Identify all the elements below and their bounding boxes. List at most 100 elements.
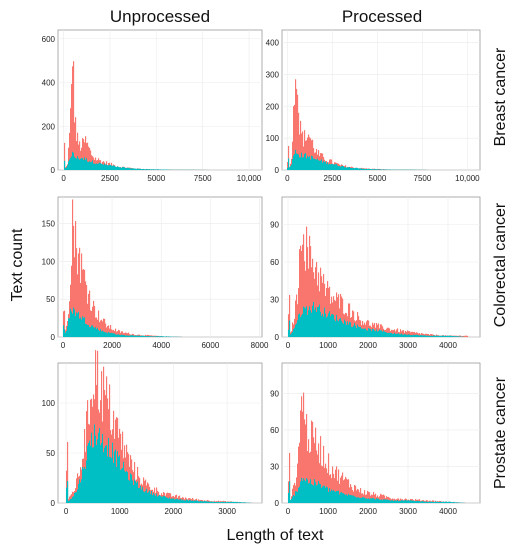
bar-teal bbox=[81, 479, 83, 503]
bar-teal bbox=[334, 491, 336, 503]
bar-teal bbox=[169, 497, 171, 503]
bar-teal bbox=[78, 484, 80, 503]
bar-red bbox=[71, 84, 73, 170]
bar-teal bbox=[340, 166, 342, 170]
bar-teal bbox=[162, 496, 164, 503]
bar-teal bbox=[141, 169, 143, 170]
bar-teal bbox=[290, 166, 292, 170]
bar-red bbox=[148, 335, 150, 337]
bar-teal bbox=[340, 317, 342, 337]
bar-teal bbox=[223, 501, 225, 503]
bar-red bbox=[120, 332, 122, 337]
bar-teal bbox=[415, 501, 417, 503]
bar-teal bbox=[72, 151, 74, 170]
bar-red bbox=[293, 106, 295, 170]
bar-red bbox=[74, 257, 76, 337]
bar-red bbox=[292, 322, 294, 337]
bar-teal bbox=[317, 158, 319, 170]
bar-teal bbox=[407, 500, 409, 503]
bar-teal bbox=[388, 499, 390, 503]
bar-teal bbox=[289, 320, 291, 337]
bar-red bbox=[374, 494, 376, 503]
bar-teal bbox=[307, 314, 309, 337]
bar-teal bbox=[167, 497, 169, 503]
bar-teal bbox=[421, 501, 423, 503]
bar-teal bbox=[408, 334, 410, 337]
bar-teal bbox=[354, 323, 356, 337]
bar-red bbox=[289, 452, 291, 503]
bar-teal bbox=[330, 491, 332, 503]
bar-red bbox=[100, 320, 102, 337]
bar-red bbox=[63, 311, 65, 337]
bar-teal bbox=[301, 477, 303, 503]
bar-teal bbox=[347, 321, 349, 337]
panel-background bbox=[57, 29, 263, 171]
bar-teal bbox=[187, 499, 189, 503]
bar-teal bbox=[385, 499, 387, 503]
bar-teal bbox=[298, 314, 300, 337]
bar-teal bbox=[380, 330, 382, 337]
bar-teal bbox=[378, 498, 380, 503]
bar-teal bbox=[315, 307, 317, 337]
bar-red bbox=[321, 465, 323, 503]
bar-teal bbox=[348, 324, 350, 337]
bar-teal bbox=[77, 313, 79, 337]
bar-teal bbox=[423, 335, 425, 337]
bar-teal bbox=[339, 166, 341, 170]
bar-red bbox=[409, 331, 411, 337]
bar-red bbox=[72, 66, 74, 170]
bar-teal bbox=[183, 500, 185, 503]
bar-red bbox=[310, 138, 312, 170]
bar-teal bbox=[135, 168, 137, 170]
bar-teal bbox=[158, 336, 160, 337]
bar-teal bbox=[441, 501, 443, 503]
bar-teal bbox=[328, 164, 330, 170]
bar-teal bbox=[291, 333, 293, 337]
bar-teal bbox=[74, 493, 76, 503]
bar-red bbox=[412, 331, 414, 337]
bar-red bbox=[220, 500, 222, 503]
bar-teal bbox=[357, 497, 359, 503]
bar-teal bbox=[85, 160, 87, 170]
bar-teal bbox=[419, 501, 421, 503]
bar-teal bbox=[109, 332, 111, 337]
bar-red bbox=[367, 490, 369, 503]
bar-red bbox=[80, 283, 82, 337]
bar-teal bbox=[391, 500, 393, 503]
panel-5: 0 1000 2000 3000 4000 0 30 60 90 bbox=[270, 362, 481, 516]
bar-teal bbox=[377, 169, 379, 170]
bar-teal bbox=[311, 484, 313, 503]
panel-4: 0 1000 2000 3000 0 50 100 bbox=[42, 350, 263, 516]
bar-teal bbox=[147, 169, 149, 170]
bar-red bbox=[389, 328, 391, 337]
bar-red bbox=[304, 261, 306, 337]
bar-teal bbox=[370, 169, 372, 170]
bar-teal bbox=[122, 334, 124, 337]
bar-teal bbox=[144, 492, 146, 503]
bar-teal bbox=[348, 493, 350, 503]
x-tick-label: 0 bbox=[61, 341, 66, 350]
bar-teal bbox=[443, 335, 445, 337]
bar-teal bbox=[86, 324, 88, 337]
x-tick-label: 4000 bbox=[439, 341, 457, 350]
bar-teal bbox=[383, 169, 385, 170]
x-tick-label: 3000 bbox=[218, 507, 236, 516]
bar-teal bbox=[375, 331, 377, 337]
bar-red bbox=[408, 331, 410, 337]
x-tick-label: 1000 bbox=[319, 507, 337, 516]
bar-red bbox=[119, 330, 121, 337]
bar-red bbox=[143, 477, 145, 503]
bar-teal bbox=[222, 501, 224, 503]
bar-red bbox=[405, 330, 407, 337]
bar-teal bbox=[322, 486, 324, 503]
bar-teal bbox=[137, 481, 139, 503]
bar-teal bbox=[338, 166, 340, 170]
bar-teal bbox=[335, 491, 337, 503]
bar-red bbox=[307, 247, 309, 337]
bar-teal bbox=[363, 329, 365, 337]
bar-teal bbox=[353, 495, 355, 503]
bar-teal bbox=[206, 501, 208, 503]
bar-teal bbox=[364, 497, 366, 503]
bar-red bbox=[343, 480, 345, 503]
bar-red bbox=[128, 454, 130, 503]
